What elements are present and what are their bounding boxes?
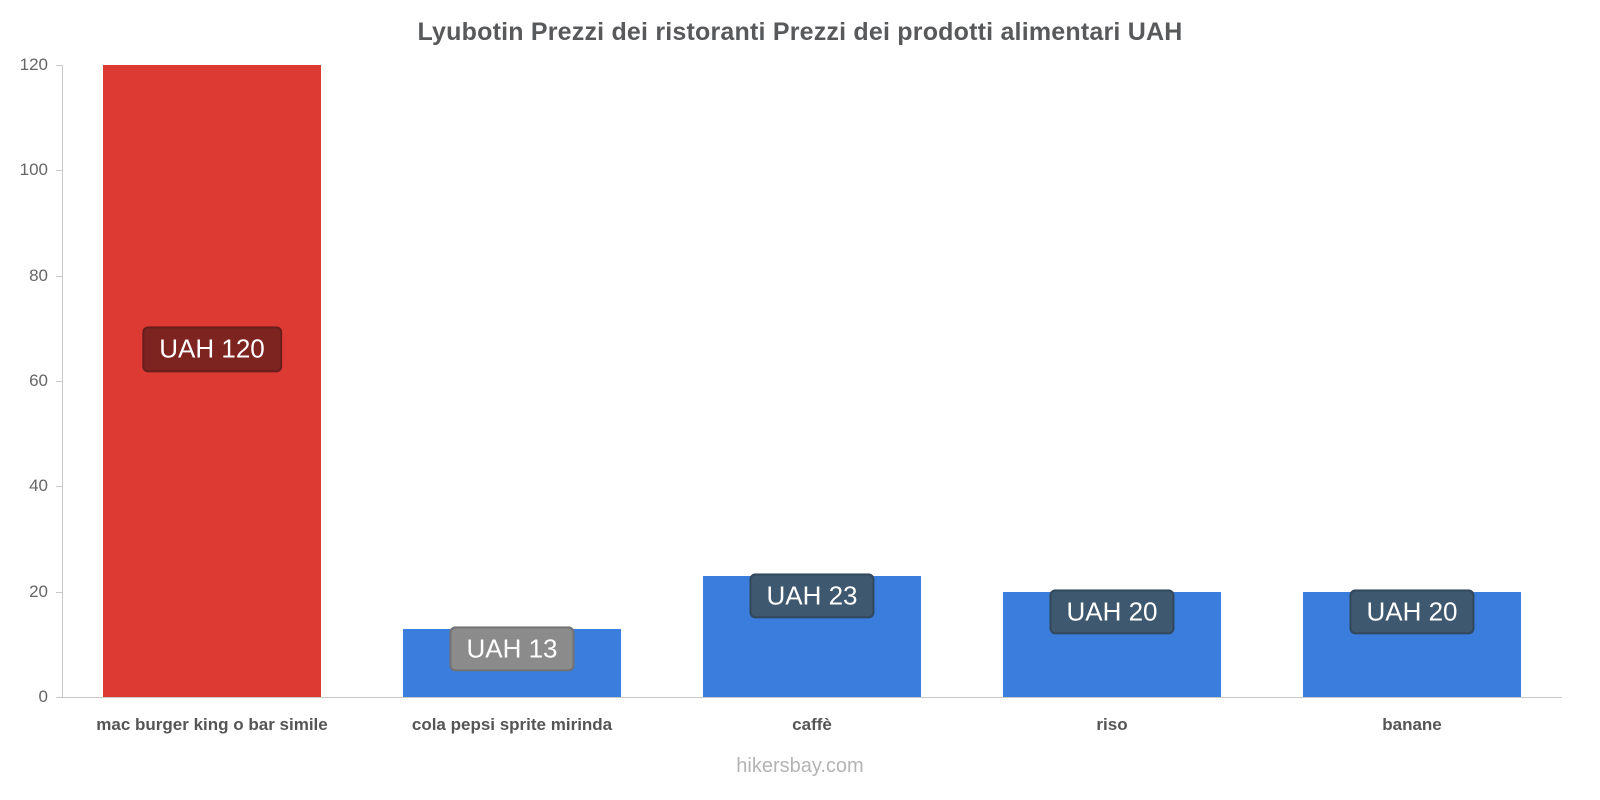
- y-tick-label: 80: [29, 265, 48, 285]
- x-category-label: caffè: [792, 715, 832, 734]
- y-tick-mark: [56, 275, 62, 277]
- x-axis-line: [62, 697, 1562, 698]
- y-tick-label: 20: [29, 581, 48, 601]
- y-tick-mark: [56, 65, 62, 66]
- bar-value-badge: UAH 120: [142, 326, 282, 372]
- x-category-label: cola pepsi sprite mirinda: [411, 715, 613, 734]
- chart-title: Lyubotin Prezzi dei ristoranti Prezzi de…: [417, 18, 1183, 46]
- y-axis-line: [62, 65, 63, 697]
- y-tick-mark: [56, 170, 62, 172]
- y-tick-mark: [56, 591, 62, 593]
- bar-value-badge: UAH 20: [1349, 589, 1475, 635]
- bar-value-badge: UAH 13: [449, 625, 575, 672]
- x-category-label: banane: [1382, 715, 1442, 734]
- x-category-label: mac burger king o bar simile: [96, 715, 328, 734]
- footer-watermark-link[interactable]: hikersbay.com: [736, 755, 864, 777]
- y-tick-label: 120: [19, 55, 48, 74]
- y-tick-label: 40: [29, 476, 48, 496]
- y-tick-mark: [56, 381, 62, 382]
- y-tick-label: 0: [38, 687, 48, 706]
- y-tick-label: 100: [19, 160, 48, 180]
- y-tick-mark: [56, 697, 62, 698]
- bar-value-badge: UAH 20: [1049, 589, 1175, 635]
- bar: [103, 65, 321, 697]
- bar-value-badge: UAH 23: [749, 573, 875, 619]
- x-category-label: riso: [1096, 715, 1128, 734]
- y-tick-label: 60: [29, 371, 48, 390]
- y-tick-mark: [56, 486, 62, 488]
